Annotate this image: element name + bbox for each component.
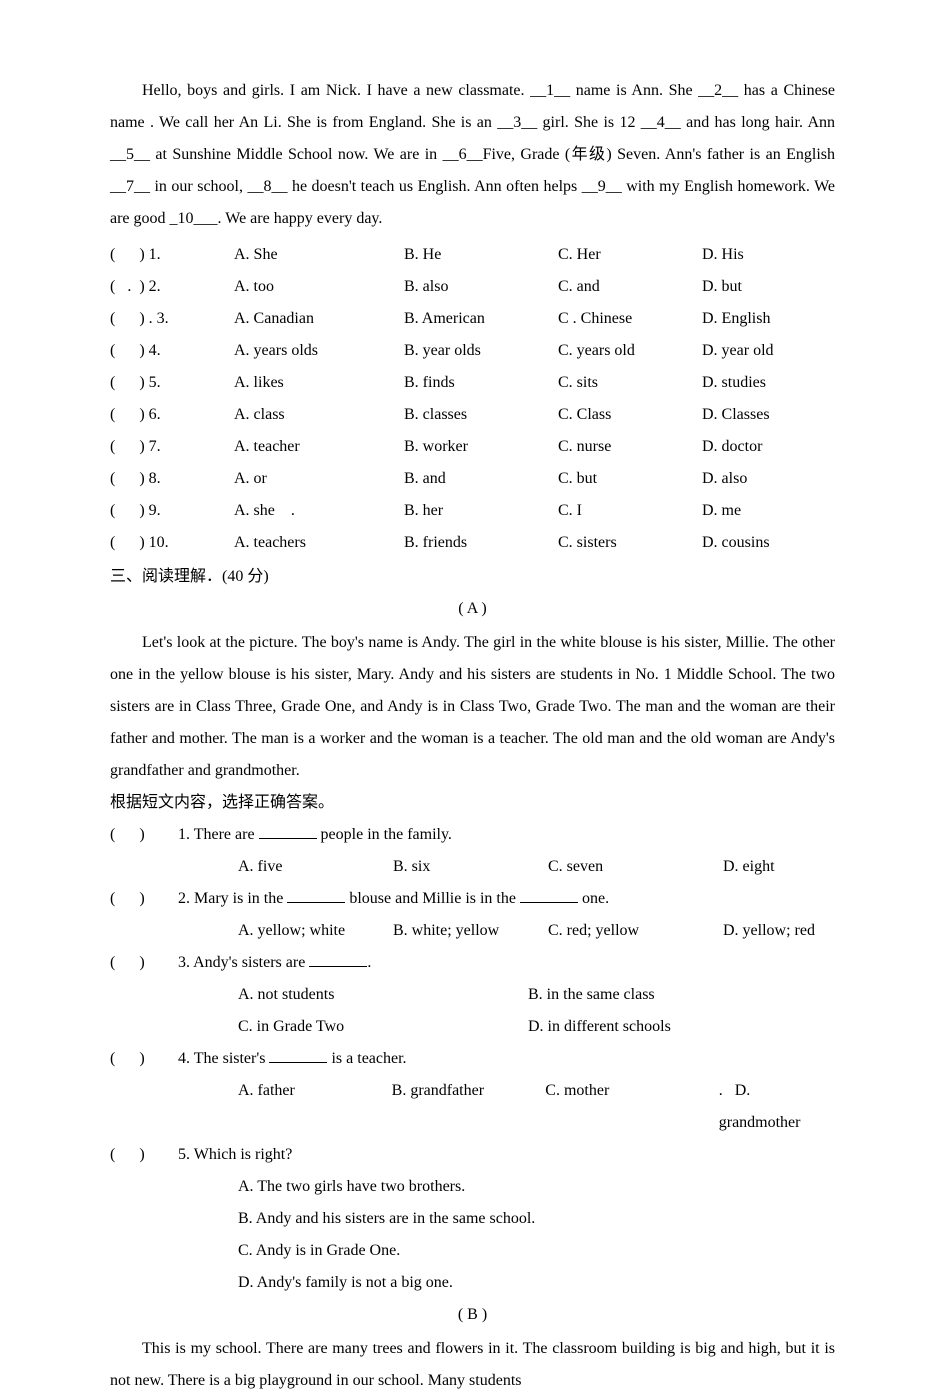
rc-q3-options: A. not studentsB. in the same class C. i… — [238, 979, 835, 1043]
rc-q1-options: A. five B. six C. seven D. eight — [238, 851, 835, 883]
section-title: 三、阅读理解．(40 分) — [110, 561, 835, 593]
cloze-question: ( ) 7.A. teacherB. workerC. nurseD. doct… — [110, 431, 835, 463]
cloze-question: ( . ) 2.A. tooB. alsoC. andD. but — [110, 271, 835, 303]
cloze-question: ( ) 6.A. classB. classesC. ClassD. Class… — [110, 399, 835, 431]
cloze-question: ( ) 5.A. likesB. findsC. sitsD. studies — [110, 367, 835, 399]
cloze-questions: ( ) 1.A. SheB. HeC. HerD. His( . ) 2.A. … — [110, 239, 835, 559]
rc-q5: ( ) 5. Which is right? — [110, 1139, 835, 1171]
cloze-question: ( ) 8.A. orB. andC. butD. also — [110, 463, 835, 495]
rc-q2-options: A. yellow; white B. white; yellow C. red… — [238, 915, 835, 947]
cloze-question: ( ) . 3.A. CanadianB. AmericanC . Chines… — [110, 303, 835, 335]
rc-q2: ( ) 2. Mary is in the blouse and Millie … — [110, 883, 835, 915]
cloze-question: ( ) 1.A. SheB. HeC. HerD. His — [110, 239, 835, 271]
rc-q5-options: A. The two girls have two brothers. B. A… — [238, 1171, 835, 1299]
cloze-question: ( ) 9.A. she .B. herC. ID. me — [110, 495, 835, 527]
part-b-label: ( B ) — [110, 1299, 835, 1331]
rc-q3: ( ) 3. Andy's sisters are . — [110, 947, 835, 979]
rc-q4-options: A. father B. grandfather C. mother . D. … — [238, 1075, 835, 1139]
rc-q4: ( ) 4. The sister's is a teacher. — [110, 1043, 835, 1075]
cloze-question: ( ) 10.A. teachersB. friendsC. sistersD.… — [110, 527, 835, 559]
part-b-passage: This is my school. There are many trees … — [110, 1333, 835, 1397]
part-a-instruction: 根据短文内容，选择正确答案。 — [110, 787, 835, 819]
cloze-question: ( ) 4.A. years oldsB. year oldsC. years … — [110, 335, 835, 367]
part-a-label: ( A ) — [110, 593, 835, 625]
rc-q1: ( ) 1. There are people in the family. — [110, 819, 835, 851]
cloze-passage: Hello, boys and girls. I am Nick. I have… — [110, 75, 835, 235]
part-a-passage: Let's look at the picture. The boy's nam… — [110, 627, 835, 787]
